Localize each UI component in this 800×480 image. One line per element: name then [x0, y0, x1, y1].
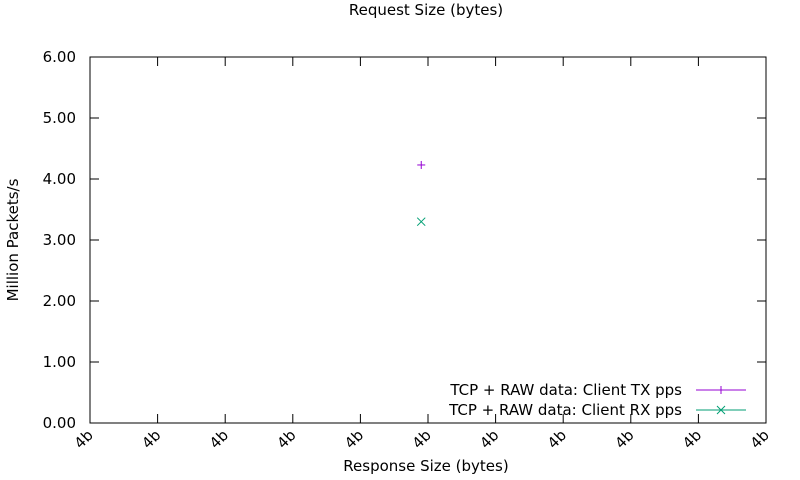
data-point-series-2	[416, 217, 426, 227]
legend-label: TCP + RAW data: Client TX pps	[449, 381, 682, 399]
x-tick-label: 4b	[138, 426, 164, 452]
data-points	[416, 160, 426, 227]
y-tick-label: 3.00	[43, 231, 76, 249]
chart-title: Request Size (bytes)	[349, 1, 503, 19]
x-tick-label: 4b	[206, 426, 232, 452]
x-tick-label: 4b	[341, 426, 367, 452]
x-axis-label: Response Size (bytes)	[343, 457, 508, 475]
x-tick-label: 4b	[679, 426, 705, 452]
legend: TCP + RAW data: Client TX pps TCP + RAW d…	[448, 381, 746, 419]
x-tick-label: 4b	[409, 426, 435, 452]
x-tick-label: 4b	[476, 426, 502, 452]
y-tick-label: 4.00	[43, 170, 76, 188]
legend-marker	[716, 405, 726, 415]
y-axis-label: Million Packets/s	[4, 178, 22, 301]
x-tick-label: 4b	[544, 426, 570, 452]
y-tick-label: 6.00	[43, 48, 76, 66]
x-tick-label: 4b	[611, 426, 637, 452]
plot-area	[89, 56, 767, 424]
y-tick-label: 5.00	[43, 109, 76, 127]
x-tick-label: 4b	[747, 426, 773, 452]
legend-label: TCP + RAW data: Client RX pps	[448, 401, 682, 419]
y-tick-label: 1.00	[43, 353, 76, 371]
legend-marker	[717, 386, 725, 394]
x-tick-label: 4b	[273, 426, 299, 452]
y-tick-label: 0.00	[43, 414, 76, 432]
y-tick-label: 2.00	[43, 292, 76, 310]
data-point-series-1	[417, 160, 426, 169]
